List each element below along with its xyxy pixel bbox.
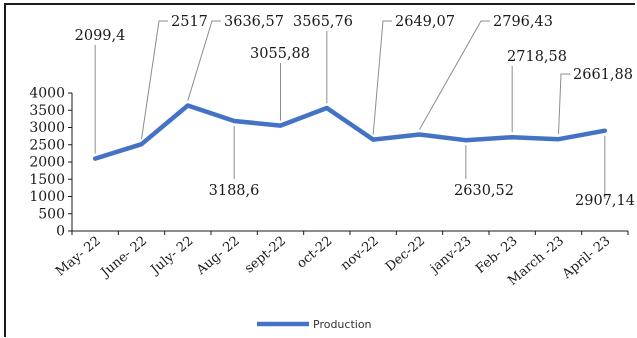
x-tick-label: janv-23 <box>426 234 474 278</box>
data-point <box>557 137 560 141</box>
data-label: 2907,14 <box>575 193 635 209</box>
y-tick-label: 500 <box>38 206 65 222</box>
y-tick-label: 1500 <box>29 172 65 188</box>
x-tick-label: June- 22 <box>97 234 150 282</box>
y-tick-label: 0 <box>56 224 65 240</box>
data-label: 3055,88 <box>250 46 310 62</box>
data-label: 3188,6 <box>209 183 260 199</box>
data-point <box>510 135 514 139</box>
data-label: 2649,07 <box>395 14 455 30</box>
y-tick-label: 1000 <box>29 189 65 205</box>
x-tick-label: oct-22 <box>294 234 335 272</box>
data-point <box>464 138 468 142</box>
x-tick-label: nov-22 <box>338 234 382 274</box>
y-tick-label: 2000 <box>29 155 65 171</box>
data-point <box>140 142 143 146</box>
series-line-production <box>92 103 608 161</box>
data-point <box>93 157 97 161</box>
data-label: 2796,43 <box>493 14 553 30</box>
y-tick-label: 2500 <box>29 137 65 153</box>
x-tick-label: July- 22 <box>147 234 197 279</box>
x-tick-label: April- 23 <box>559 234 613 283</box>
data-label-leader <box>372 20 392 135</box>
data-point <box>232 119 236 123</box>
data-point <box>186 104 190 108</box>
data-point <box>371 138 375 142</box>
data-point <box>418 133 421 137</box>
chart-frame <box>4 3 635 337</box>
data-label: 2517 <box>171 14 208 30</box>
legend-label-production: Production <box>313 318 372 331</box>
data-label: 2099,4 <box>75 28 126 44</box>
data-label-leader <box>187 20 221 101</box>
y-tick-label: 3500 <box>29 103 65 119</box>
data-point <box>603 129 607 133</box>
y-tick-label: 4000 <box>29 86 65 102</box>
data-label: 3636,57 <box>224 14 284 30</box>
data-label-leader <box>141 20 168 140</box>
data-label: 2630,52 <box>454 183 514 199</box>
data-label-leader <box>419 20 490 130</box>
y-tick-label: 3000 <box>29 120 65 136</box>
data-label: 3565,76 <box>293 14 353 30</box>
x-tick-label: May- 22 <box>53 234 104 280</box>
data-label: 2718,58 <box>507 49 567 65</box>
x-tick-label: Aug- 22 <box>193 234 243 279</box>
data-label: 2661,88 <box>573 67 633 83</box>
x-tick-label: sept-22 <box>242 234 289 277</box>
x-tick-label: Dec-22 <box>383 234 428 275</box>
data-point <box>325 106 329 110</box>
data-label-leader <box>558 73 570 135</box>
data-point <box>279 124 282 128</box>
